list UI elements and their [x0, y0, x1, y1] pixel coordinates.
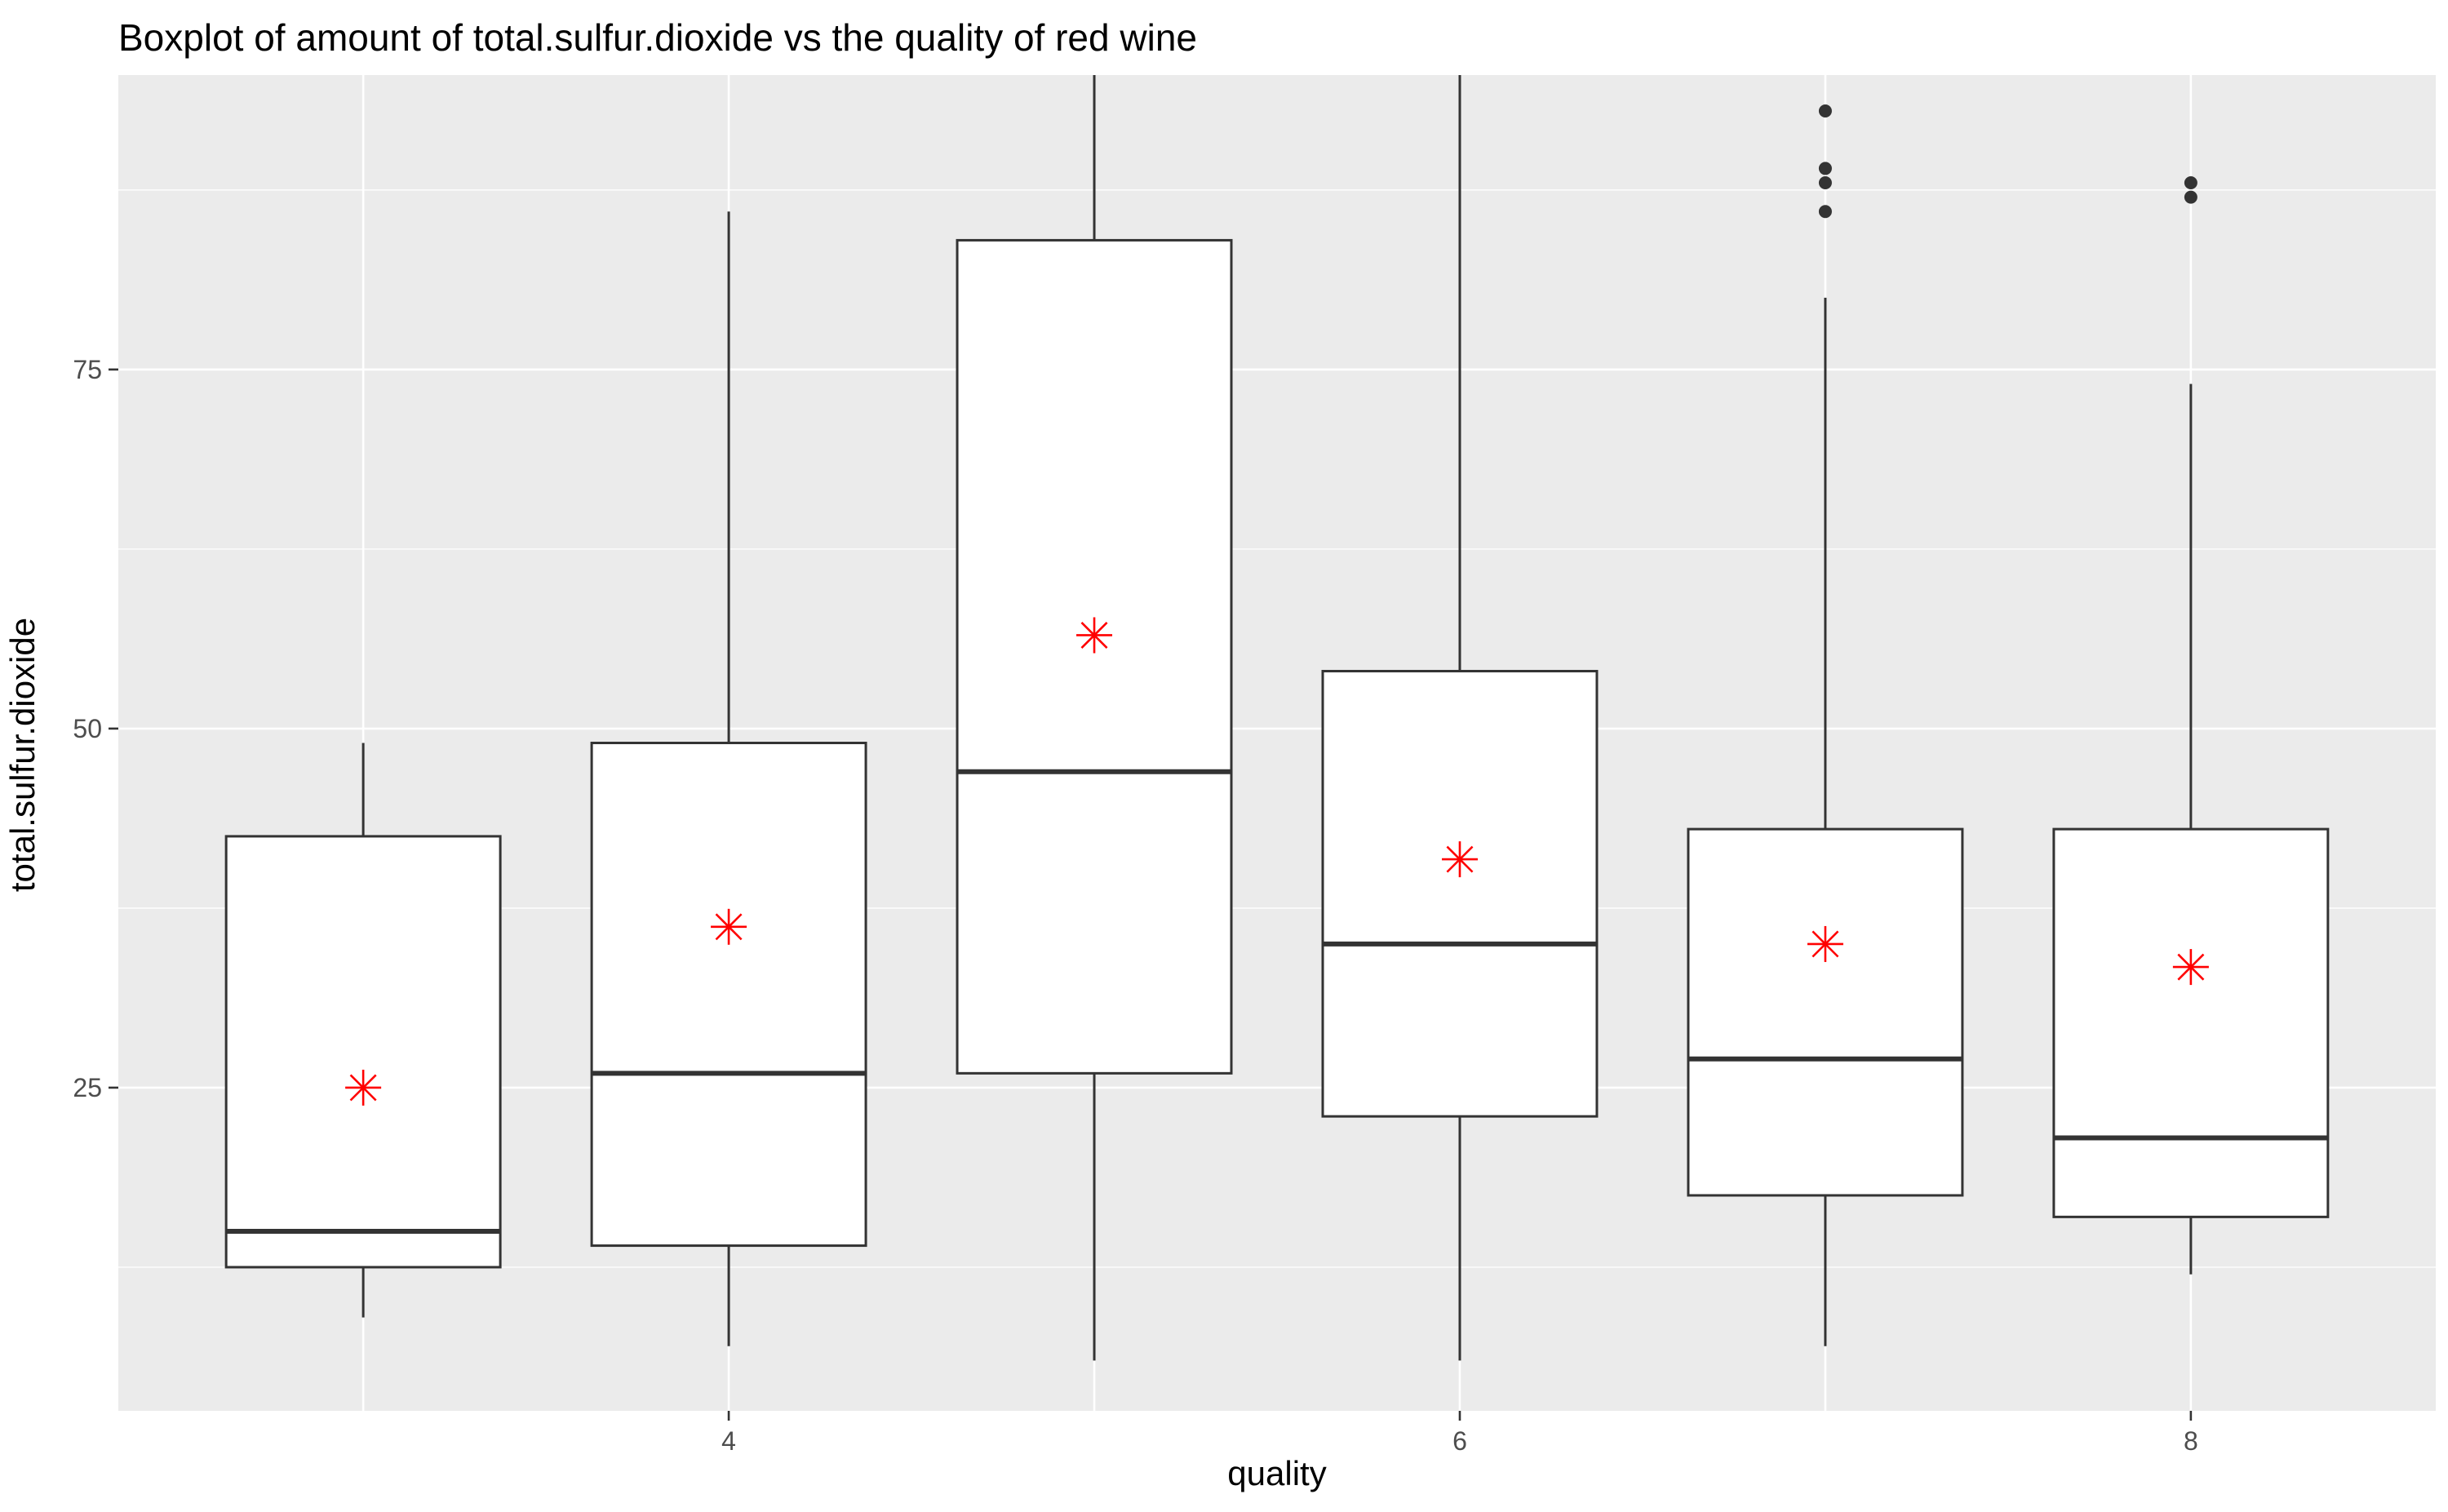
box-quality-3	[224, 743, 502, 1318]
mean-marker	[1076, 617, 1113, 654]
mean-marker-stroke	[1446, 845, 1474, 873]
iqr-box	[1321, 669, 1599, 1118]
y-axis-title: total.sulfur.dioxide	[3, 618, 42, 892]
outlier-point	[1818, 162, 1832, 175]
mean-marker	[1807, 925, 1843, 962]
mean-markers	[345, 617, 2209, 1106]
iqr-box	[956, 238, 1233, 1075]
outlier-point	[1818, 104, 1832, 118]
x-tick-label: 4	[721, 1426, 736, 1456]
box-quality-8	[2052, 176, 2330, 1275]
grid-minor	[118, 189, 2436, 1268]
y-tick-label: 25	[73, 1073, 102, 1102]
mean-marker	[1441, 841, 1478, 878]
outlier-point	[2184, 176, 2197, 190]
chart-title: Boxplot of amount of total.sulfur.dioxid…	[118, 16, 1197, 59]
box-quality-4	[590, 211, 867, 1346]
mean-marker-stroke	[715, 913, 743, 941]
outlier-point	[2184, 190, 2197, 204]
box-quality-6	[1321, 75, 1599, 1361]
boxes	[224, 75, 2330, 1361]
x-axis-title: quality	[1227, 1454, 1326, 1492]
mean-marker	[2172, 949, 2209, 986]
outlier-point	[1818, 176, 1832, 190]
box-quality-7	[1687, 104, 1964, 1346]
iqr-box	[590, 742, 867, 1248]
mean-marker-stroke	[1080, 622, 1108, 649]
x-axis: 4 6 8	[721, 1411, 2198, 1456]
box-quality-5	[956, 75, 1233, 1361]
outlier-point	[1818, 205, 1832, 219]
y-axis: 25 50 75	[73, 355, 118, 1102]
iqr-box	[1687, 827, 1964, 1197]
x-tick-label: 8	[2184, 1426, 2198, 1456]
iqr-box	[2052, 827, 2330, 1218]
y-tick-label: 75	[73, 355, 102, 384]
y-tick-label: 50	[73, 714, 102, 743]
iqr-box	[224, 835, 502, 1269]
mean-marker	[711, 908, 747, 945]
mean-marker-stroke	[349, 1074, 377, 1102]
mean-marker	[345, 1069, 382, 1106]
mean-marker-stroke	[2177, 953, 2205, 981]
plot-panel	[118, 75, 2436, 1411]
mean-marker-stroke	[1812, 930, 1839, 958]
x-tick-label: 6	[1452, 1426, 1467, 1456]
